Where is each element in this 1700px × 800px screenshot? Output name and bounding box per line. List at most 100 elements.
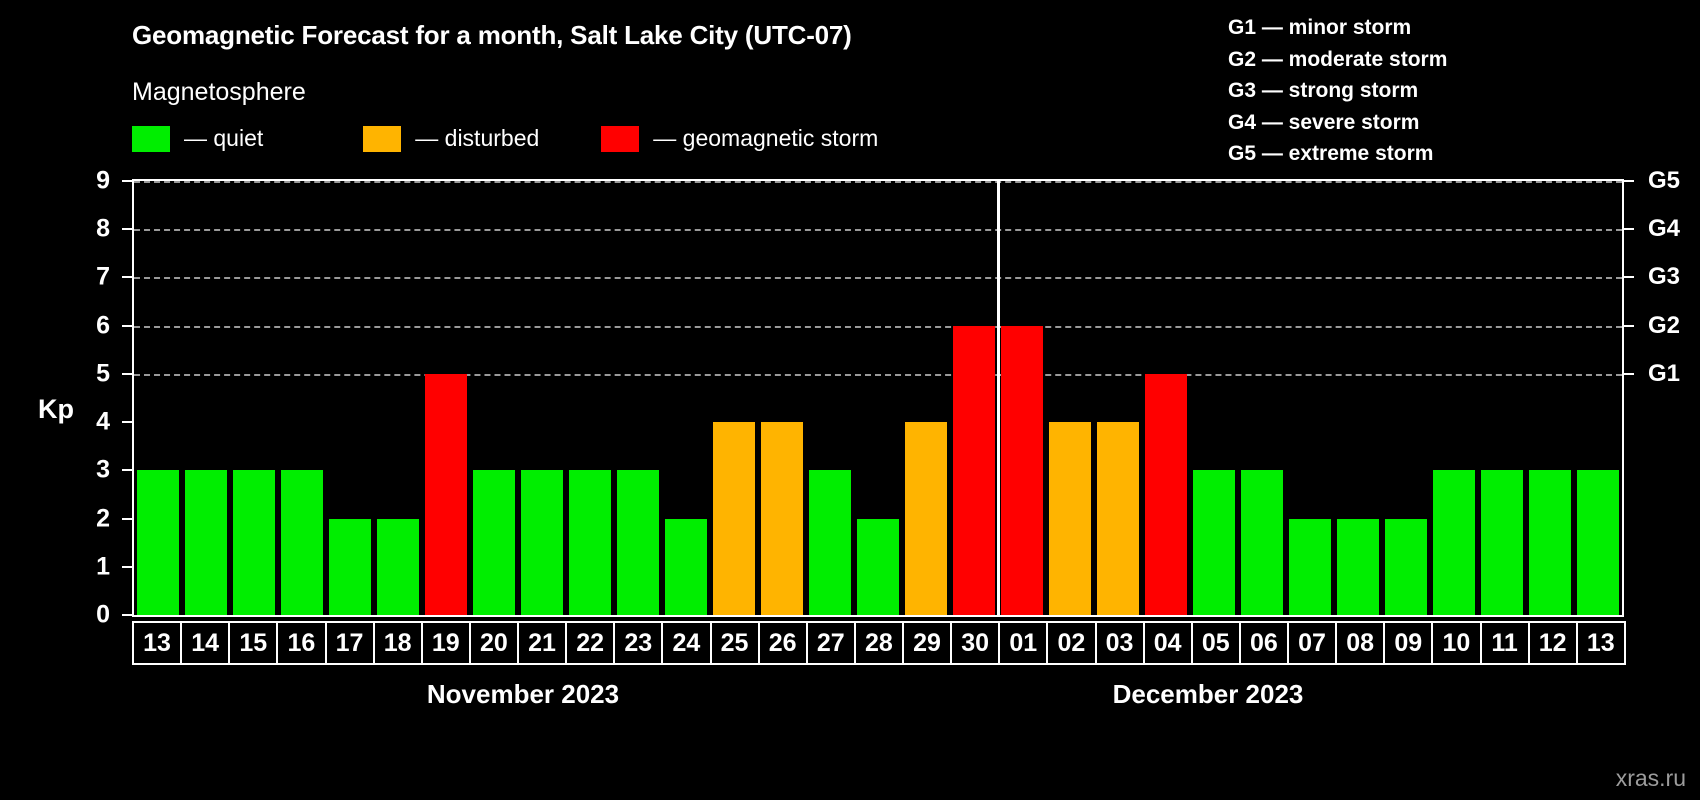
day-label-7[interactable]: 20 <box>468 621 519 665</box>
bar-13[interactable] <box>137 470 179 615</box>
bar-slot[interactable] <box>230 181 278 615</box>
bar-slot[interactable] <box>806 181 854 615</box>
bar-22[interactable] <box>569 470 611 615</box>
bar-slot[interactable] <box>566 181 614 615</box>
day-label-29[interactable]: 12 <box>1527 621 1578 665</box>
day-label-23[interactable]: 06 <box>1238 621 1289 665</box>
bar-slot[interactable] <box>422 181 470 615</box>
kp-tick-mark <box>122 614 132 616</box>
day-label-2[interactable]: 15 <box>228 621 279 665</box>
bar-24[interactable] <box>665 518 707 615</box>
bar-06[interactable] <box>1241 470 1283 615</box>
bar-slot[interactable] <box>950 181 998 615</box>
day-label-17[interactable]: 30 <box>950 621 1001 665</box>
bar-20[interactable] <box>473 470 515 615</box>
day-label-8[interactable]: 21 <box>517 621 568 665</box>
bar-slot[interactable] <box>518 181 566 615</box>
bar-slot[interactable] <box>998 181 1046 615</box>
kp-tick-mark <box>122 517 132 520</box>
bar-09[interactable] <box>1385 518 1427 615</box>
day-label-1[interactable]: 14 <box>180 621 231 665</box>
kp-tick-label-5: 5 <box>96 359 110 388</box>
day-label-6[interactable]: 19 <box>420 621 471 665</box>
bar-30[interactable] <box>953 325 995 615</box>
bar-slot[interactable] <box>1478 181 1526 615</box>
day-label-28[interactable]: 11 <box>1479 621 1530 665</box>
day-label-19[interactable]: 02 <box>1046 621 1097 665</box>
bar-slot[interactable] <box>1046 181 1094 615</box>
bar-slot[interactable] <box>1286 181 1334 615</box>
bar-slot[interactable] <box>278 181 326 615</box>
bar-18[interactable] <box>377 518 419 615</box>
gridline <box>134 325 1622 328</box>
bar-08[interactable] <box>1337 518 1379 615</box>
day-label-20[interactable]: 03 <box>1094 621 1145 665</box>
day-label-5[interactable]: 18 <box>372 621 423 665</box>
bar-07[interactable] <box>1289 518 1331 615</box>
day-label-25[interactable]: 08 <box>1335 621 1386 665</box>
bar-slot[interactable] <box>1094 181 1142 615</box>
day-label-27[interactable]: 10 <box>1431 621 1482 665</box>
bar-26[interactable] <box>761 422 803 615</box>
day-label-0[interactable]: 13 <box>132 621 183 665</box>
bar-slot[interactable] <box>1430 181 1478 615</box>
day-label-24[interactable]: 07 <box>1287 621 1338 665</box>
bar-29[interactable] <box>905 422 947 615</box>
bar-slot[interactable] <box>470 181 518 615</box>
bar-slot[interactable] <box>854 181 902 615</box>
day-label-18[interactable]: 01 <box>998 621 1049 665</box>
bar-slot[interactable] <box>1142 181 1190 615</box>
bar-slot[interactable] <box>1526 181 1574 615</box>
bar-27[interactable] <box>809 470 851 615</box>
bar-04[interactable] <box>1145 373 1187 615</box>
kp-tick-mark <box>122 228 132 231</box>
bar-slot[interactable] <box>374 181 422 615</box>
day-label-10[interactable]: 23 <box>613 621 664 665</box>
bar-slot[interactable] <box>1382 181 1430 615</box>
bar-slot[interactable] <box>326 181 374 615</box>
bar-13[interactable] <box>1577 470 1619 615</box>
bar-slot[interactable] <box>1238 181 1286 615</box>
bar-slot[interactable] <box>758 181 806 615</box>
day-label-26[interactable]: 09 <box>1383 621 1434 665</box>
magnetosphere-heading: Magnetosphere <box>132 78 306 106</box>
bar-17[interactable] <box>329 518 371 615</box>
day-label-15[interactable]: 28 <box>853 621 904 665</box>
bar-12[interactable] <box>1529 470 1571 615</box>
day-label-14[interactable]: 27 <box>805 621 856 665</box>
day-label-11[interactable]: 24 <box>661 621 712 665</box>
bar-slot[interactable] <box>614 181 662 615</box>
bar-28[interactable] <box>857 518 899 615</box>
bar-15[interactable] <box>233 470 275 615</box>
bar-slot[interactable] <box>1574 181 1622 615</box>
bar-23[interactable] <box>617 470 659 615</box>
day-label-16[interactable]: 29 <box>902 621 953 665</box>
day-label-9[interactable]: 22 <box>565 621 616 665</box>
bar-slot[interactable] <box>710 181 758 615</box>
day-label-4[interactable]: 17 <box>324 621 375 665</box>
day-label-3[interactable]: 16 <box>276 621 327 665</box>
bar-slot[interactable] <box>1334 181 1382 615</box>
bar-slot[interactable] <box>182 181 230 615</box>
kp-tick-mark <box>122 324 132 327</box>
bar-slot[interactable] <box>662 181 710 615</box>
bar-11[interactable] <box>1481 470 1523 615</box>
bar-25[interactable] <box>713 422 755 615</box>
bar-21[interactable] <box>521 470 563 615</box>
day-label-30[interactable]: 13 <box>1575 621 1626 665</box>
bar-05[interactable] <box>1193 470 1235 615</box>
bar-02[interactable] <box>1049 422 1091 615</box>
bar-10[interactable] <box>1433 470 1475 615</box>
day-label-21[interactable]: 04 <box>1142 621 1193 665</box>
bar-16[interactable] <box>281 470 323 615</box>
bar-01[interactable] <box>1001 325 1043 615</box>
day-label-12[interactable]: 25 <box>709 621 760 665</box>
bar-19[interactable] <box>425 373 467 615</box>
bar-slot[interactable] <box>134 181 182 615</box>
bar-slot[interactable] <box>1190 181 1238 615</box>
day-label-13[interactable]: 26 <box>757 621 808 665</box>
bar-14[interactable] <box>185 470 227 615</box>
bar-03[interactable] <box>1097 422 1139 615</box>
bar-slot[interactable] <box>902 181 950 615</box>
day-label-22[interactable]: 05 <box>1190 621 1241 665</box>
